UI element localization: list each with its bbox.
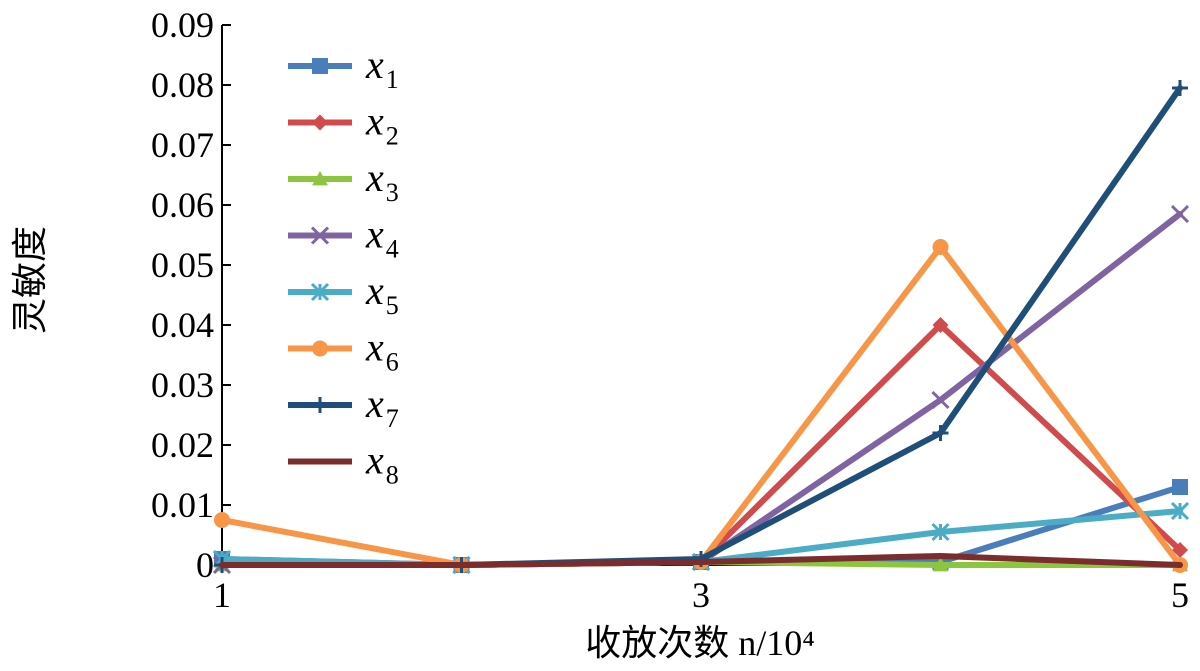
x-tick-label: 5: [1171, 575, 1189, 615]
legend-entry-x4: x4: [288, 212, 399, 264]
star-marker: [310, 282, 330, 302]
series-x7: [214, 80, 1188, 573]
legend-label: x1: [365, 42, 399, 94]
y-tick-label: 0.05: [151, 245, 214, 285]
legend-entry-x2: x2: [288, 99, 399, 151]
y-tick-label: 0.09: [151, 5, 214, 45]
x-marker: [310, 226, 330, 245]
y-tick-label: 0: [196, 545, 214, 585]
legend-entry-x8: x8: [288, 438, 399, 490]
square-marker: [1172, 479, 1188, 495]
legend-entry-x5: x5: [288, 268, 399, 320]
diamond-marker: [932, 317, 949, 333]
x-axis-label: 收放次数 n/10⁴: [585, 623, 815, 663]
circle-marker: [214, 512, 230, 528]
triangle-marker: [932, 557, 949, 572]
y-tick-label: 0.02: [151, 425, 214, 465]
y-tick-label: 0.03: [151, 365, 214, 405]
square-marker: [312, 58, 328, 74]
legend-entry-x7: x7: [288, 381, 399, 433]
axes: 0 0.01 0.02 0.03 0.04 0.05 0.06 0.07 0.08 0.09 1 3 5: [151, 5, 1189, 615]
legend-label: x5: [365, 268, 399, 320]
legend-label: x3: [365, 155, 399, 207]
x-marker: [1170, 204, 1190, 224]
plus-marker: [312, 397, 328, 413]
diamond-marker: [312, 114, 328, 131]
y-axis-label: 灵敏度: [10, 226, 50, 334]
legend-entry-x6: x6: [288, 325, 399, 377]
y-tick-label: 0.08: [151, 65, 214, 105]
x-marker: [931, 390, 950, 410]
star-marker: [1170, 501, 1190, 521]
legend-label: x6: [365, 325, 399, 377]
series-x4: [212, 204, 1190, 575]
legend-entry-x1: x1: [288, 42, 399, 94]
x-tick-label: 3: [692, 575, 710, 615]
triangle-marker: [312, 171, 328, 186]
series-x2: [214, 317, 1188, 573]
y-tick-label: 0.04: [151, 305, 214, 345]
series-layer: [212, 80, 1190, 575]
diamond-marker: [1172, 542, 1188, 558]
plus-marker: [932, 425, 949, 441]
x-tick-label: 1: [213, 575, 231, 615]
legend-entry-x3: x3: [288, 155, 399, 207]
legend-label: x2: [365, 99, 399, 151]
series-line: [219, 553, 1183, 568]
legend-label: x8: [365, 438, 399, 490]
y-tick-label: 0.07: [151, 125, 214, 165]
plus-marker: [1172, 80, 1188, 96]
y-tick-label: 0.01: [151, 485, 214, 525]
star-marker: [931, 522, 950, 542]
legend-label: x7: [365, 381, 399, 433]
circle-marker: [312, 340, 328, 357]
series-x8: [219, 553, 1183, 568]
legend-label: x4: [365, 212, 399, 264]
y-tick-label: 0.06: [151, 185, 214, 225]
circle-marker: [932, 239, 949, 255]
